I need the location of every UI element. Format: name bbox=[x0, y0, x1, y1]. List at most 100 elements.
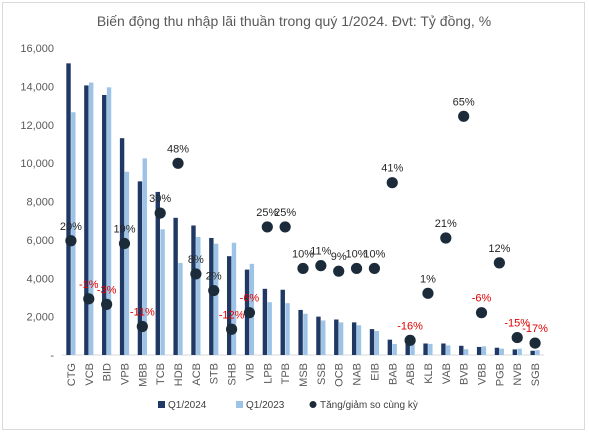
change-marker bbox=[315, 260, 327, 272]
change-marker bbox=[172, 157, 184, 169]
change-marker bbox=[333, 265, 345, 277]
markers: 20% -1%-3% 19% -11% 30% 48% 8%2% -12% -6% 25%25% 1… bbox=[60, 96, 548, 349]
bar-q1-2023 bbox=[321, 320, 326, 355]
bar-q1-2023 bbox=[71, 112, 76, 355]
legend: Q1/2024 Q1/2023 Tăng/giảm so cùng kỳ bbox=[158, 400, 418, 411]
bar-q1-2023 bbox=[106, 87, 112, 355]
change-label: 25% bbox=[256, 207, 278, 219]
change-marker bbox=[297, 262, 309, 275]
change-marker bbox=[101, 298, 113, 310]
change-label: 20% bbox=[60, 221, 82, 233]
bar-q1-2024 bbox=[137, 181, 143, 355]
legend-swatch-q1-2024 bbox=[158, 401, 165, 408]
change-label: -3% bbox=[97, 284, 117, 296]
change-marker bbox=[386, 177, 398, 189]
change-label: -12% bbox=[219, 309, 245, 321]
category-label: LPB bbox=[262, 363, 274, 384]
change-marker bbox=[190, 268, 202, 280]
change-marker bbox=[225, 323, 238, 335]
change-label: 9% bbox=[331, 251, 347, 263]
category-label: HDB bbox=[173, 363, 185, 386]
y-tick-label: - bbox=[50, 350, 54, 362]
change-marker bbox=[511, 331, 523, 344]
change-label: -1% bbox=[79, 279, 99, 291]
bar-q1-2024 bbox=[351, 322, 357, 355]
change-label: 10% bbox=[363, 248, 385, 260]
legend-label-q1-2023: Q1/2023 bbox=[246, 400, 285, 411]
legend-swatch-change bbox=[309, 401, 317, 408]
bar-q1-2023 bbox=[410, 340, 415, 355]
category-label: MSB bbox=[298, 363, 310, 387]
change-label: -16% bbox=[397, 320, 423, 332]
bar-q1-2023 bbox=[517, 348, 522, 355]
category-label: VCB bbox=[84, 363, 96, 386]
change-label: 10% bbox=[346, 248, 368, 260]
chart-title: Biến động thu nhập lãi thuần trong quý 1… bbox=[97, 13, 491, 29]
bar-q1-2023 bbox=[374, 331, 380, 355]
bar-q1-2024 bbox=[441, 343, 446, 355]
bar-q1-2024 bbox=[512, 349, 518, 355]
category-label: SGB bbox=[530, 363, 542, 386]
category-label: VIB bbox=[244, 363, 256, 381]
bar-q1-2024 bbox=[530, 350, 535, 355]
change-label: 19% bbox=[113, 224, 135, 236]
change-label: -11% bbox=[130, 307, 155, 319]
bar-q1-2024 bbox=[387, 339, 393, 355]
category-label: SSB bbox=[316, 363, 328, 385]
category-label: KLB bbox=[423, 363, 435, 384]
bar-q1-2024 bbox=[405, 342, 410, 355]
bar-q1-2023 bbox=[267, 302, 272, 355]
bar-q1-2024 bbox=[459, 345, 464, 355]
change-label: 30% bbox=[149, 193, 171, 205]
change-marker bbox=[279, 221, 291, 233]
bar-q1-2023 bbox=[428, 343, 433, 355]
bar-q1-2024 bbox=[494, 347, 500, 355]
category-label: BAB bbox=[387, 363, 399, 385]
change-label: 65% bbox=[453, 96, 475, 108]
category-label: VAB bbox=[441, 363, 453, 384]
bar-q1-2023 bbox=[535, 350, 540, 355]
category-label: OCB bbox=[334, 363, 346, 387]
change-marker bbox=[65, 235, 77, 247]
bar-q1-2024 bbox=[102, 95, 107, 356]
change-label: -6% bbox=[472, 293, 492, 305]
change-marker bbox=[261, 221, 273, 233]
bar-q1-2024 bbox=[226, 256, 232, 355]
category-label: BID bbox=[102, 363, 114, 381]
change-marker bbox=[404, 334, 416, 346]
category-label: TCB bbox=[155, 363, 167, 385]
change-label: 41% bbox=[381, 163, 403, 175]
change-marker bbox=[136, 320, 148, 333]
bar-q1-2023 bbox=[499, 348, 504, 355]
bar-q1-2024 bbox=[173, 217, 178, 355]
bar-q1-2023 bbox=[160, 229, 165, 355]
bar-q1-2024 bbox=[316, 316, 321, 355]
chart-frame bbox=[2, 2, 585, 430]
change-label: 1% bbox=[420, 273, 436, 285]
category-label: VPB bbox=[119, 363, 131, 385]
bar-q1-2024 bbox=[280, 289, 285, 355]
bar-q1-2023 bbox=[356, 325, 362, 355]
y-tick-label: 4,000 bbox=[26, 273, 54, 285]
change-marker bbox=[475, 307, 488, 319]
y-tick-label: 2,000 bbox=[26, 312, 54, 324]
category-label: NVB bbox=[512, 363, 524, 386]
change-label: -15% bbox=[504, 318, 530, 330]
change-marker bbox=[83, 293, 95, 305]
category-label: EIB bbox=[369, 363, 381, 381]
change-label: -17% bbox=[522, 323, 548, 335]
bar-q1-2023 bbox=[481, 346, 487, 355]
change-label: 48% bbox=[167, 143, 189, 155]
bar-q1-2024 bbox=[66, 63, 71, 355]
bar-q1-2024 bbox=[155, 191, 160, 355]
bar-q1-2023 bbox=[231, 242, 237, 355]
y-tick-label: 12,000 bbox=[20, 120, 54, 132]
y-tick-label: 8,000 bbox=[26, 197, 54, 209]
bar-q1-2023 bbox=[392, 344, 397, 355]
bar-q1-2023 bbox=[213, 243, 219, 355]
change-label: 8% bbox=[188, 254, 204, 266]
change-label: 2% bbox=[206, 271, 222, 283]
category-label: TPB bbox=[280, 363, 292, 384]
bar-q1-2024 bbox=[369, 329, 375, 355]
y-tick-label: 6,000 bbox=[26, 235, 54, 247]
